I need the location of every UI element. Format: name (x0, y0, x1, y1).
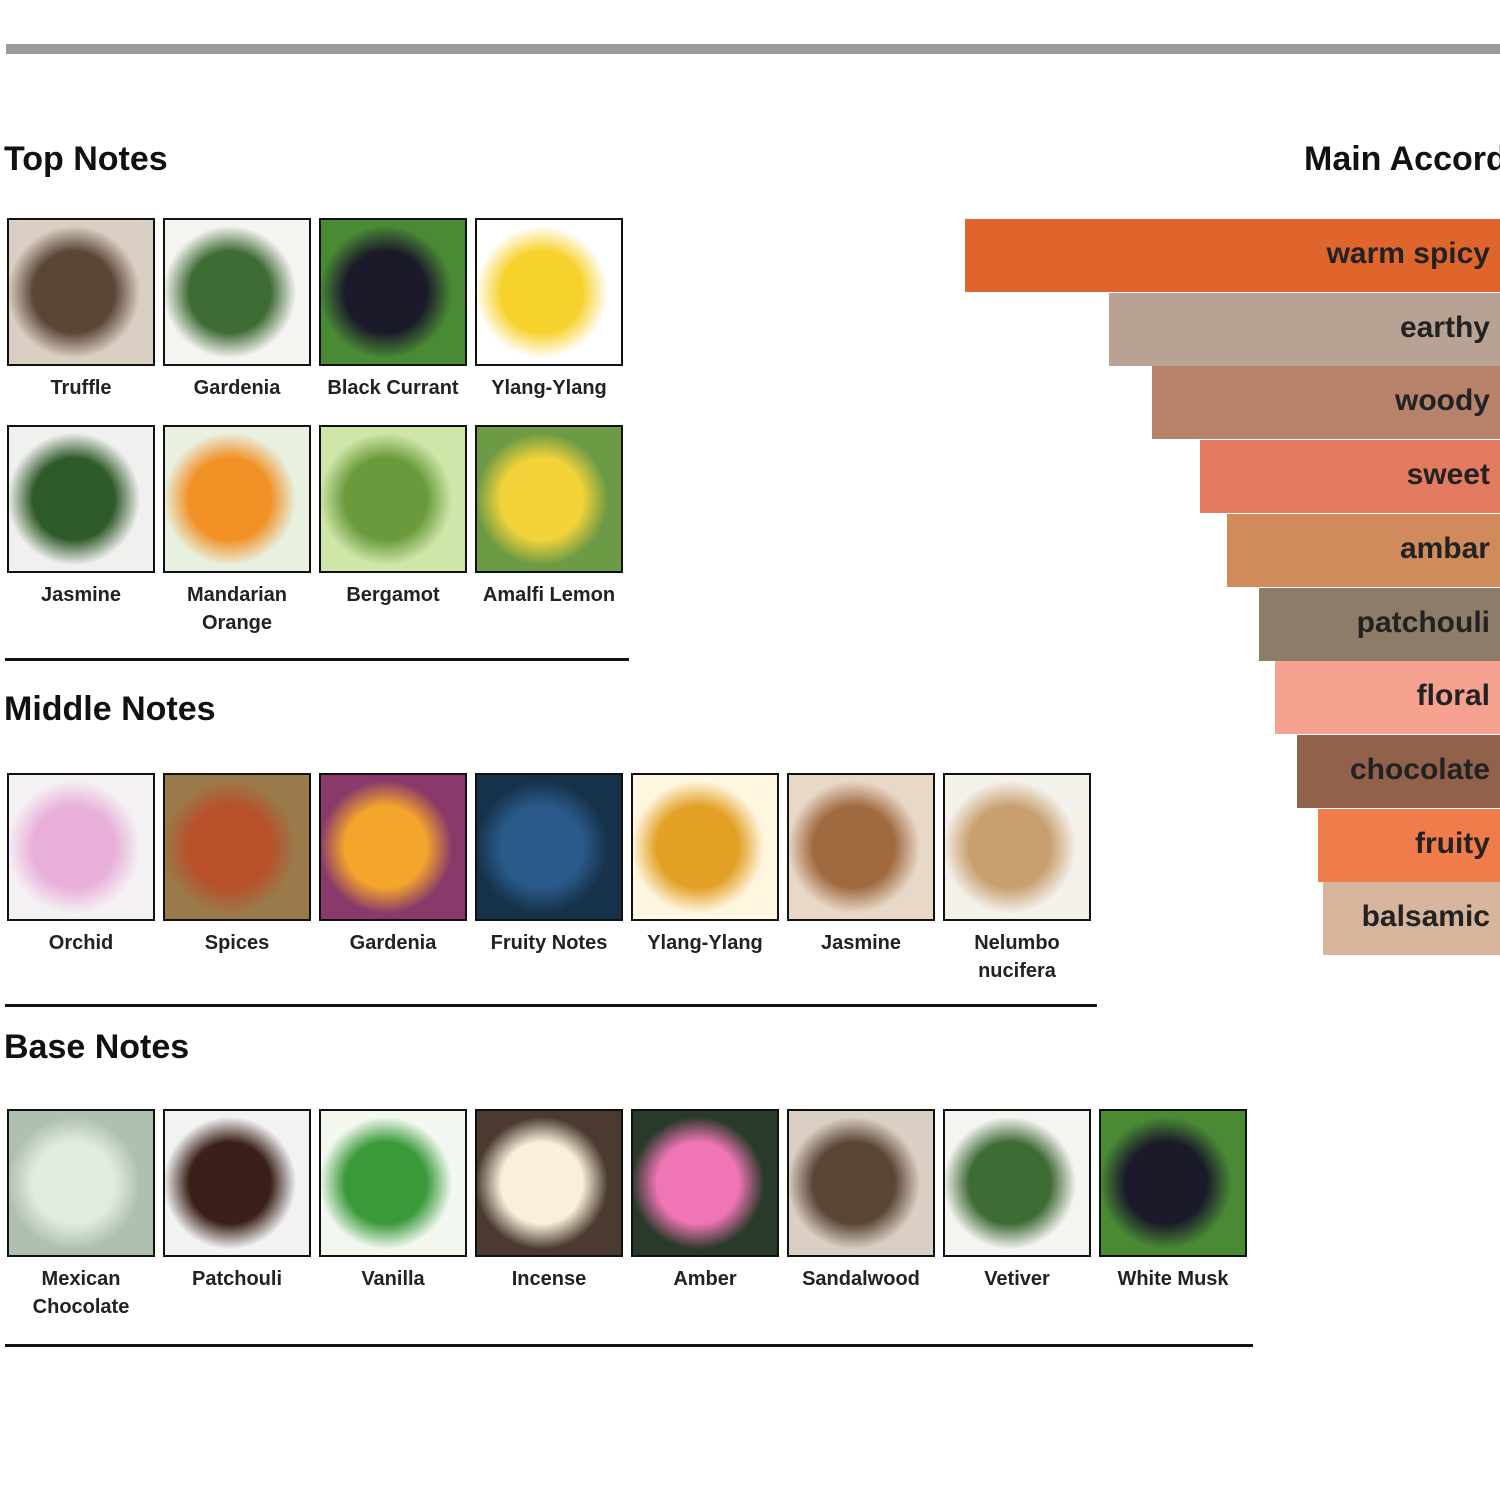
note-image (319, 773, 467, 921)
accord-bar: balsamic (1323, 882, 1500, 956)
note-image (163, 218, 311, 366)
note-image (631, 1109, 779, 1257)
note-label: Ylang-Ylang (491, 377, 607, 399)
note-image (1099, 1109, 1247, 1257)
note-image (7, 425, 155, 573)
note-label: Vanilla (361, 1268, 425, 1290)
accord-bar: earthy (1109, 292, 1500, 366)
note-image (319, 1109, 467, 1257)
note-image (319, 425, 467, 573)
note-label: Jasmine (820, 932, 902, 954)
accord-label: sweet (1406, 458, 1490, 492)
note-image (943, 1109, 1091, 1257)
accord-bar: floral (1275, 661, 1500, 735)
note-label: Gardenia (193, 377, 281, 399)
note-label: Patchouli (191, 1268, 282, 1290)
note-image (319, 218, 467, 366)
note-image (787, 773, 935, 921)
note-label: Amber (673, 1268, 737, 1290)
note-label: Sandalwood (802, 1268, 920, 1290)
note-label: Mexican Chocolate (32, 1268, 130, 1318)
note-label: Truffle (50, 377, 112, 399)
section-rule (5, 1004, 1097, 1007)
note-image (475, 425, 623, 573)
accord-bar: warm spicy (965, 219, 1500, 292)
accord-label: floral (1416, 679, 1490, 713)
note-image (163, 773, 311, 921)
accord-bar: patchouli (1259, 587, 1500, 661)
section-title: Top Notes (4, 140, 168, 178)
note-label: Orchid (48, 932, 114, 954)
note-image (943, 773, 1091, 921)
note-image (475, 773, 623, 921)
accord-label: balsamic (1361, 900, 1490, 934)
accord-bar: chocolate (1296, 734, 1500, 808)
note-label: Bergamot (346, 584, 440, 606)
note-image (163, 1109, 311, 1257)
accord-label: patchouli (1356, 605, 1490, 639)
note-image (7, 1109, 155, 1257)
accord-label: earthy (1399, 310, 1490, 344)
section-rule (5, 1344, 1253, 1347)
note-label: White Musk (1117, 1268, 1229, 1290)
accord-bar: sweet (1200, 440, 1500, 514)
accord-label: warm spicy (1326, 237, 1490, 270)
note-label: Nelumbo nucifera (974, 932, 1060, 982)
note-label: Mandarian Orange (186, 584, 288, 634)
note-label: Fruity Notes (490, 932, 608, 954)
accords-title: Main Accords (1304, 140, 1500, 178)
accord-label: ambar (1399, 531, 1490, 565)
top-rule (6, 44, 1500, 54)
note-image (475, 1109, 623, 1257)
accord-bar: woody (1152, 366, 1500, 440)
note-image (475, 218, 623, 366)
section-title: Middle Notes (4, 690, 216, 728)
note-image (163, 425, 311, 573)
note-image (787, 1109, 935, 1257)
note-image (7, 773, 155, 921)
note-image (631, 773, 779, 921)
note-label: Vetiver (984, 1268, 1050, 1290)
note-label: Amalfi Lemon (482, 584, 616, 606)
note-label: Jasmine (40, 584, 122, 606)
accord-label: woody (1395, 384, 1490, 418)
accord-label: chocolate (1349, 752, 1490, 786)
note-label: Gardenia (349, 932, 437, 954)
accord-bar: fruity (1318, 808, 1500, 882)
note-label: Spices (204, 932, 270, 954)
accord-bar: ambar (1227, 513, 1500, 587)
note-label: Black Currant (327, 377, 459, 399)
note-image (7, 218, 155, 366)
section-rule (5, 658, 629, 661)
note-label: Incense (511, 1268, 587, 1290)
section-title: Base Notes (4, 1028, 190, 1066)
note-label: Ylang-Ylang (647, 932, 763, 954)
accord-label: fruity (1414, 826, 1490, 860)
